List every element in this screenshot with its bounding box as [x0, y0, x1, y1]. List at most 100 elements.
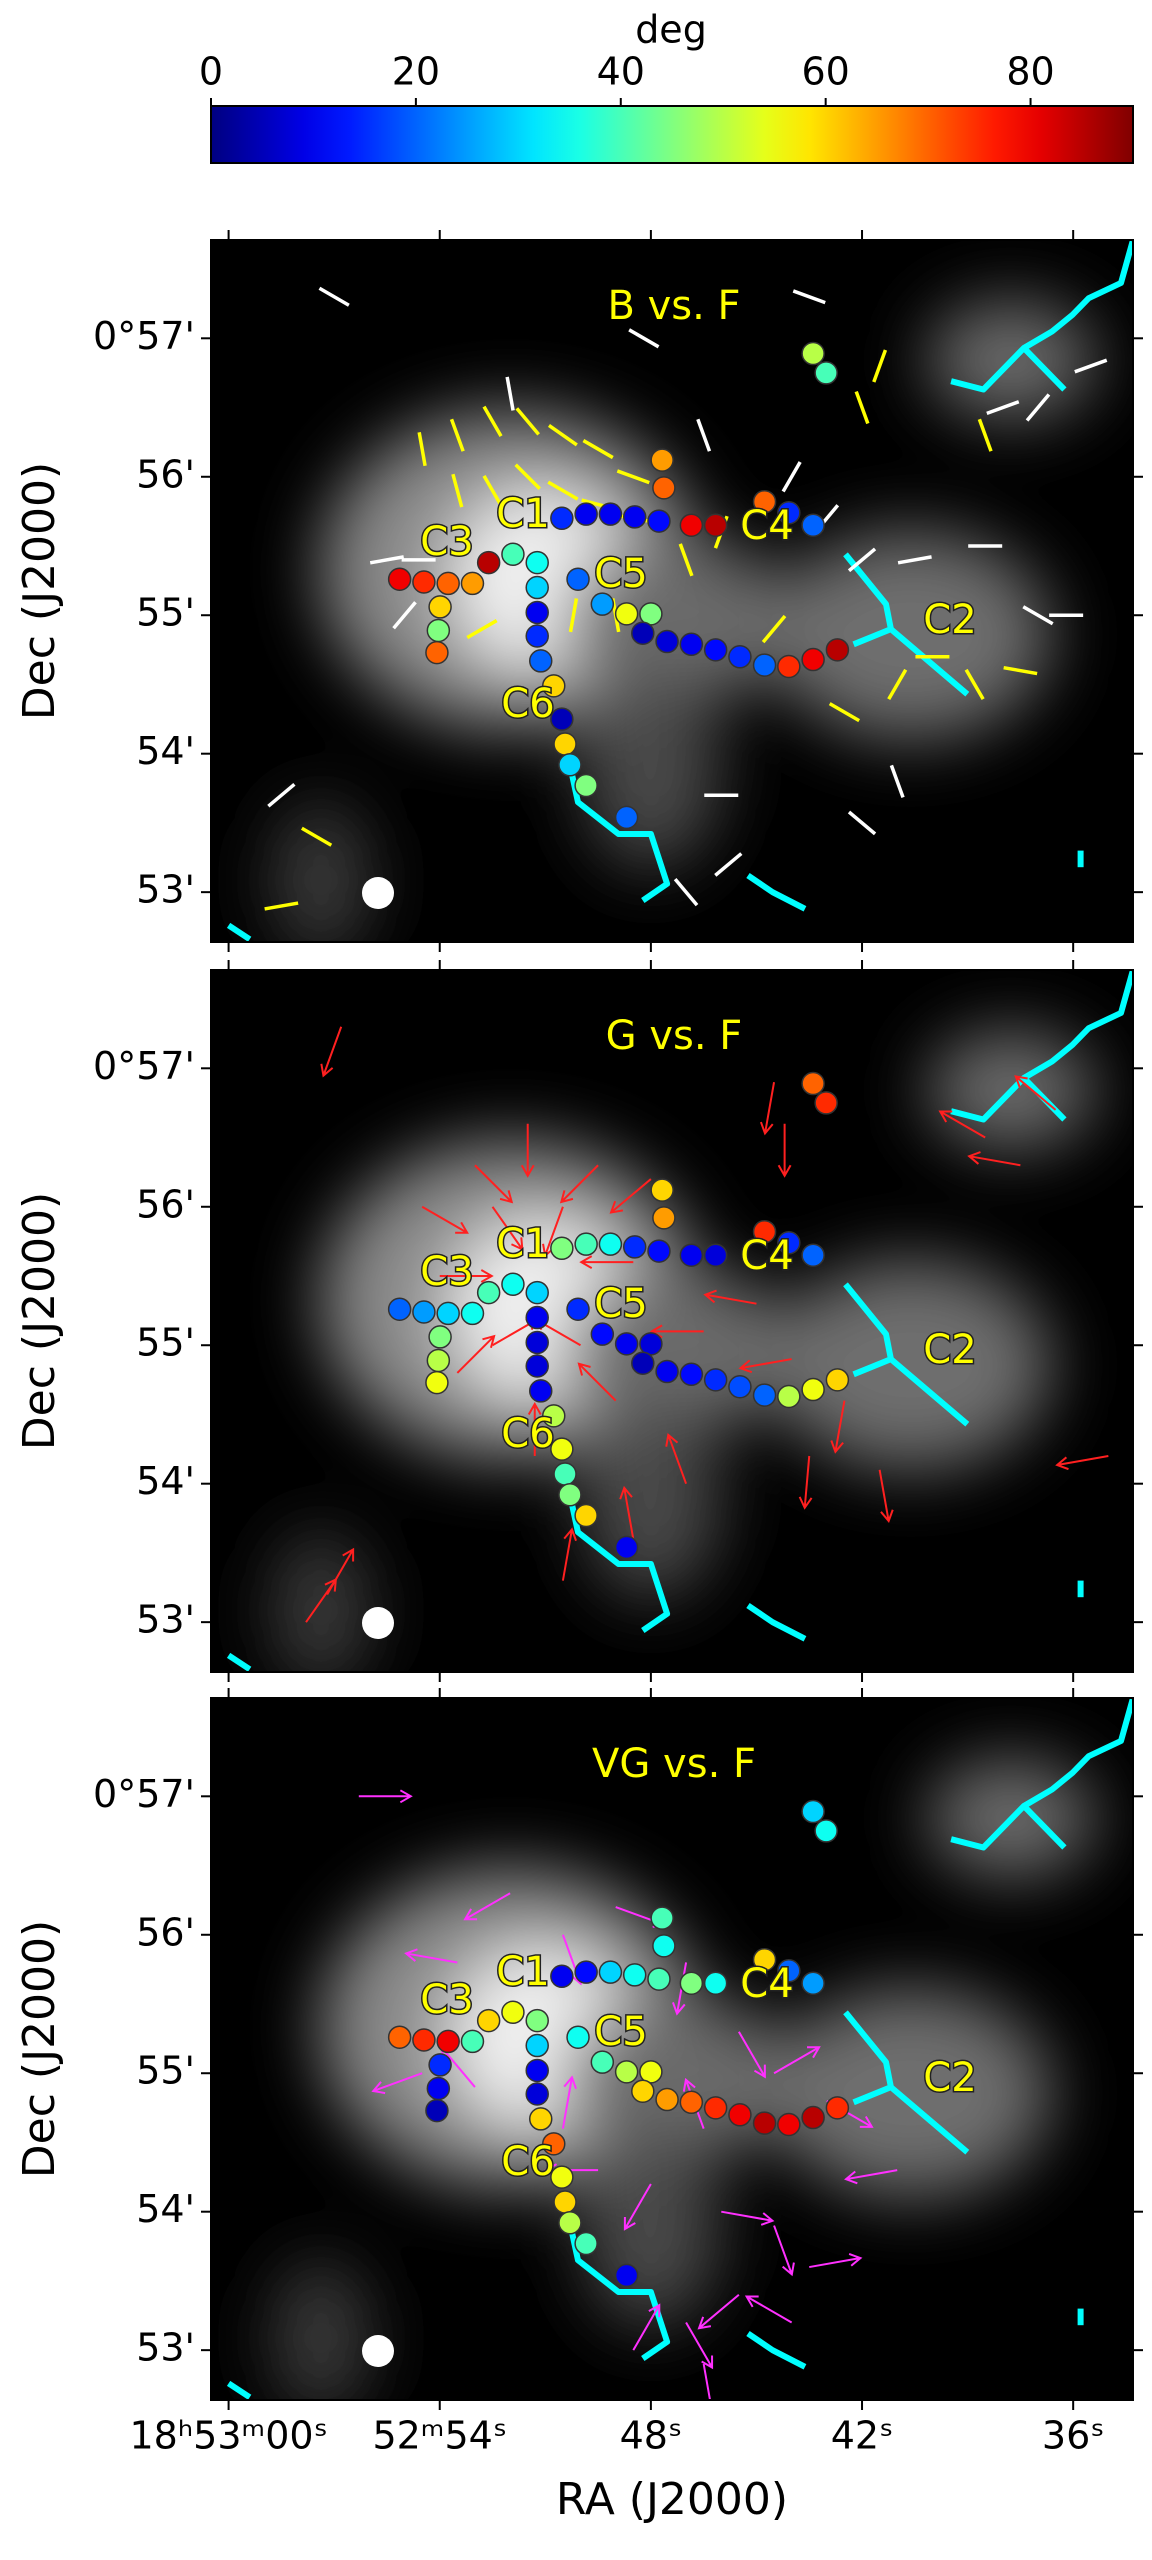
- filament-point: [631, 1351, 655, 1375]
- filament-spine: [566, 2222, 671, 2361]
- filament-point: [425, 1370, 449, 1395]
- filament-point: [801, 2105, 825, 2130]
- filament-point: [387, 1297, 412, 1321]
- filament-point: [652, 1934, 676, 1958]
- field-segment: [616, 469, 650, 485]
- filament-point: [460, 1301, 485, 1326]
- field-arrow: [1014, 1075, 1057, 1111]
- core-label: C5: [594, 551, 647, 597]
- filament-point: [436, 1301, 460, 1326]
- field-arrow: [527, 1401, 542, 1456]
- filament-point: [525, 2008, 549, 2033]
- field-segment: [318, 286, 350, 307]
- field-segment: [964, 668, 985, 701]
- filament-point: [703, 513, 728, 537]
- filament-point: [631, 2079, 655, 2103]
- filament-point: [679, 632, 704, 657]
- field-arrow: [320, 1026, 343, 1078]
- x-axis-label: RA (J2000): [556, 2474, 788, 2525]
- filament-point: [553, 1462, 577, 1486]
- filament-point: [752, 1947, 777, 1972]
- filament-point: [614, 2263, 639, 2288]
- filament-point: [558, 1483, 582, 1507]
- filament-point: [631, 621, 655, 645]
- filament-point: [590, 592, 615, 616]
- filament-point: [598, 502, 623, 526]
- filament-point: [566, 2025, 590, 2049]
- filament-point: [553, 732, 577, 756]
- filament-point: [647, 1239, 671, 1263]
- filament-point: [650, 448, 674, 472]
- filament-point: [425, 2098, 449, 2123]
- filament-point: [752, 653, 777, 677]
- filament-point: [777, 1231, 801, 1255]
- filament-point: [550, 2165, 574, 2189]
- filament-spine: [1022, 1698, 1133, 1809]
- filament-point: [428, 1325, 452, 1349]
- filament-point: [622, 1235, 647, 1259]
- x-tick-label: 48ˢ: [620, 2414, 683, 2458]
- axes-frame: [210, 969, 1134, 1673]
- field-segment: [515, 407, 540, 436]
- filament-point: [528, 649, 553, 673]
- field-arrow: [577, 1362, 617, 1402]
- field-arrow: [520, 1123, 535, 1178]
- core-label: C1: [496, 1221, 549, 1267]
- field-arrow: [830, 1400, 846, 1454]
- y-tick-label: 53': [136, 1598, 195, 1642]
- filament-point: [590, 2050, 615, 2074]
- filament-point: [412, 1300, 436, 1324]
- core-label: C1: [496, 1949, 549, 1995]
- y-axis-label: Dec (J2000): [14, 462, 65, 720]
- y-tick-label: 56': [136, 1910, 195, 1954]
- field-segment: [264, 901, 299, 911]
- y-tick-label: 54': [136, 1459, 195, 1503]
- filament-point: [550, 1437, 574, 1461]
- axes-frame: [210, 239, 1134, 943]
- filament-point: [558, 2211, 582, 2235]
- filament-spine: [950, 1803, 1067, 1851]
- filament-point: [428, 2053, 452, 2077]
- filament-point: [460, 571, 485, 596]
- filament-point: [703, 1368, 728, 1392]
- filament-spine: [566, 764, 671, 903]
- core-label: C6: [501, 1411, 554, 1457]
- filament-point: [412, 2028, 436, 2052]
- filament-point: [553, 2190, 577, 2214]
- y-tick-label: 54': [136, 2187, 195, 2231]
- filament-point: [525, 575, 549, 600]
- core-label: C4: [740, 1961, 793, 2007]
- field-segment: [568, 598, 579, 633]
- filament-point: [501, 1272, 525, 1297]
- field-segment: [392, 601, 417, 630]
- field-segment: [897, 555, 932, 565]
- filament-point: [501, 2000, 525, 2025]
- filament-spine: [1022, 970, 1133, 1081]
- filament-point: [574, 502, 598, 526]
- field-arrow: [439, 1269, 494, 1283]
- filament-spine: [888, 1356, 970, 1427]
- colorbar: [210, 105, 1134, 164]
- field-arrow: [844, 2169, 898, 2185]
- filament-point: [801, 1071, 825, 1096]
- filament-point: [542, 2132, 566, 2156]
- colorbar-tick-label: 40: [597, 50, 645, 94]
- field-segment: [1074, 358, 1108, 374]
- filament-point: [647, 1967, 671, 1991]
- filament-point: [655, 2087, 679, 2112]
- field-arrow: [1055, 1455, 1109, 1471]
- filament-point: [777, 1384, 801, 1409]
- filament-point: [426, 1348, 451, 1373]
- y-tick-label: 53': [136, 868, 195, 912]
- field-arrow: [559, 1164, 599, 1204]
- field-arrow: [685, 2321, 714, 2370]
- field-arrow: [579, 1255, 634, 1270]
- filament-point: [476, 2008, 501, 2033]
- filament-point: [387, 2025, 412, 2049]
- field-segment: [696, 418, 712, 452]
- filament-spine: [950, 1075, 1067, 1123]
- y-tick-label: 55': [136, 591, 195, 635]
- field-arrow: [609, 1178, 652, 1214]
- colorbar-label: deg: [635, 8, 707, 52]
- panel-title: G vs. F: [606, 1013, 743, 1059]
